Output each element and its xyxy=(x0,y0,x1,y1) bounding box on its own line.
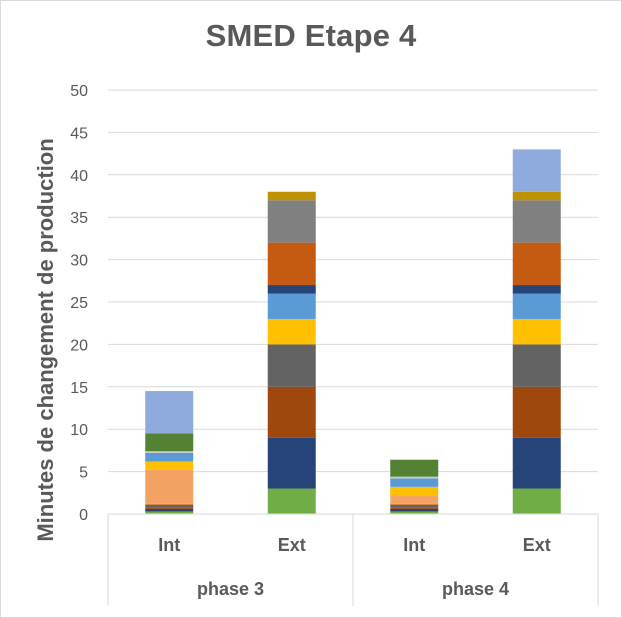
bar-stack xyxy=(145,391,194,514)
category-label: Ext xyxy=(523,535,551,555)
bar-segment xyxy=(390,503,439,505)
bar-segment xyxy=(512,437,561,489)
y-tick-label: 15 xyxy=(70,380,88,397)
y-tick-label: 30 xyxy=(70,253,88,270)
bar-segment xyxy=(390,508,439,512)
category-label: Ext xyxy=(278,535,306,555)
bar-segment xyxy=(267,344,316,387)
bar-segment xyxy=(390,476,439,479)
bar-segment xyxy=(390,459,439,477)
y-tick-label: 5 xyxy=(79,465,88,482)
bar-segment xyxy=(145,508,194,512)
y-axis-ticks: 0 5 10 15 20 25 30 35 40 45 50 xyxy=(70,83,88,524)
y-tick-label: 0 xyxy=(79,507,88,524)
bar-segment xyxy=(390,507,439,509)
bar-segment xyxy=(390,495,439,504)
bar-segment xyxy=(145,469,194,504)
bar-segment xyxy=(145,503,194,505)
bar-segment xyxy=(512,386,561,438)
y-tick-label: 10 xyxy=(70,422,88,439)
bar-segment xyxy=(267,242,316,286)
bar-stack xyxy=(512,149,561,514)
bar-segment xyxy=(512,344,561,387)
bar-segment xyxy=(145,451,194,453)
y-tick-label: 45 xyxy=(70,125,88,142)
category-label: Int xyxy=(158,535,180,555)
y-tick-label: 25 xyxy=(70,295,88,312)
bar-segment xyxy=(145,511,194,514)
bar-segment xyxy=(512,191,561,201)
bar-segment xyxy=(145,507,194,509)
bar-segment xyxy=(512,242,561,286)
bar-segment xyxy=(145,461,194,470)
bar-segment xyxy=(512,285,561,294)
bar-segment xyxy=(145,504,194,508)
bar-segment xyxy=(512,318,561,345)
bar-segment xyxy=(267,318,316,345)
bar-segment xyxy=(390,504,439,508)
x-axis: Int Ext Int Ext phase 3 phase 4 xyxy=(107,513,599,606)
bar-segment xyxy=(512,488,561,514)
group-label: phase 4 xyxy=(442,579,509,599)
bar-segment xyxy=(145,391,194,434)
bar-stack xyxy=(267,191,316,514)
bar-segment xyxy=(512,200,561,243)
group-label: phase 3 xyxy=(197,579,264,599)
y-tick-label: 20 xyxy=(70,337,88,354)
bar-segment xyxy=(390,511,439,514)
bar-segment xyxy=(512,149,561,192)
bar-segment xyxy=(145,452,194,462)
bar-segment xyxy=(267,488,316,514)
bar-segment xyxy=(390,486,439,496)
bar-segment xyxy=(267,285,316,294)
bar-segment xyxy=(267,437,316,489)
chart-title: SMED Etape 4 xyxy=(205,18,417,53)
bar-segment xyxy=(390,478,439,487)
y-tick-label: 50 xyxy=(70,83,88,100)
y-tick-label: 40 xyxy=(70,168,88,185)
bar-stack xyxy=(390,459,439,514)
y-tick-label: 35 xyxy=(70,210,88,227)
bar-segment xyxy=(267,386,316,438)
bar-segment xyxy=(267,191,316,201)
category-label: Int xyxy=(403,535,425,555)
bar-segment xyxy=(267,293,316,319)
bar-segment xyxy=(512,293,561,319)
bar-segment xyxy=(145,433,194,452)
bar-segment xyxy=(267,200,316,243)
bars xyxy=(145,149,561,514)
